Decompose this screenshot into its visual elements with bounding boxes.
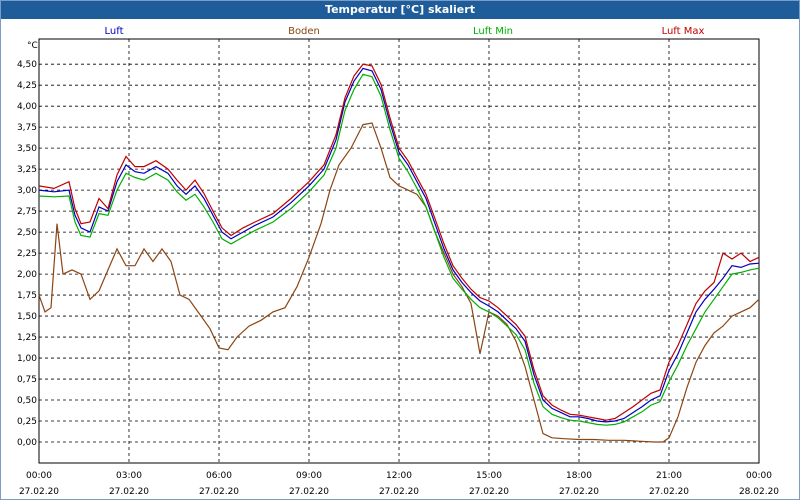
y-tick-label: 3,25 — [17, 165, 37, 175]
x-tick-time: 06:00 — [206, 471, 232, 481]
x-tick-date: 27.02.20 — [559, 487, 599, 497]
y-tick-label: 1,00 — [17, 354, 37, 364]
y-tick-label: 4,25 — [17, 81, 37, 91]
legend-luft-min: Luft Min — [473, 26, 513, 37]
y-tick-label: 3,50 — [17, 144, 37, 154]
x-tick-time: 15:00 — [476, 471, 502, 481]
x-tick-time: 18:00 — [566, 471, 592, 481]
x-tick-date: 27.02.20 — [469, 487, 509, 497]
y-tick-label: 0,25 — [17, 417, 37, 427]
series-line-luft-min — [38, 73, 760, 426]
x-tick-date: 27.02.20 — [289, 487, 329, 497]
y-axis-unit: °C — [27, 41, 38, 51]
legend-luft: Luft — [105, 26, 124, 37]
y-tick-label: 3,75 — [17, 123, 37, 133]
series-line-luft-max — [38, 63, 760, 421]
y-tick-label: 2,00 — [17, 270, 37, 280]
y-tick-label: 0,00 — [17, 438, 37, 448]
y-tick-label: 1,50 — [17, 312, 37, 322]
y-tick-label: 2,50 — [17, 228, 37, 238]
x-tick-date: 28.02.20 — [739, 487, 779, 497]
chart-title: Temperatur [°C] skaliert — [1, 1, 799, 19]
x-tick-date: 27.02.20 — [379, 487, 419, 497]
y-tick-label: 2,25 — [17, 249, 37, 259]
x-tick-time: 00:00 — [26, 471, 52, 481]
series-line-boden — [38, 122, 760, 443]
x-tick-time: 21:00 — [656, 471, 682, 481]
legend-luft-max: Luft Max — [662, 26, 705, 37]
x-tick-time: 12:00 — [386, 471, 412, 481]
y-tick-label: 1,25 — [17, 333, 37, 343]
x-tick-time: 09:00 — [296, 471, 322, 481]
y-tick-label: 3,00 — [17, 186, 37, 196]
y-tick-label: 4,50 — [17, 60, 37, 70]
x-tick-date: 27.02.20 — [199, 487, 239, 497]
x-tick-date: 27.02.20 — [649, 487, 689, 497]
y-tick-label: 0,75 — [17, 375, 37, 385]
y-tick-label: 0,50 — [17, 396, 37, 406]
x-tick-date: 27.02.20 — [19, 487, 59, 497]
series-line-luft — [38, 67, 760, 423]
legend-boden: Boden — [288, 26, 320, 37]
y-tick-label: 4,00 — [17, 102, 37, 112]
x-tick-time: 00:00 — [746, 471, 772, 481]
y-tick-label: 2,75 — [17, 207, 37, 217]
y-tick-label: 1,75 — [17, 291, 37, 301]
x-tick-date: 27.02.20 — [109, 487, 149, 497]
x-tick-time: 03:00 — [116, 471, 142, 481]
